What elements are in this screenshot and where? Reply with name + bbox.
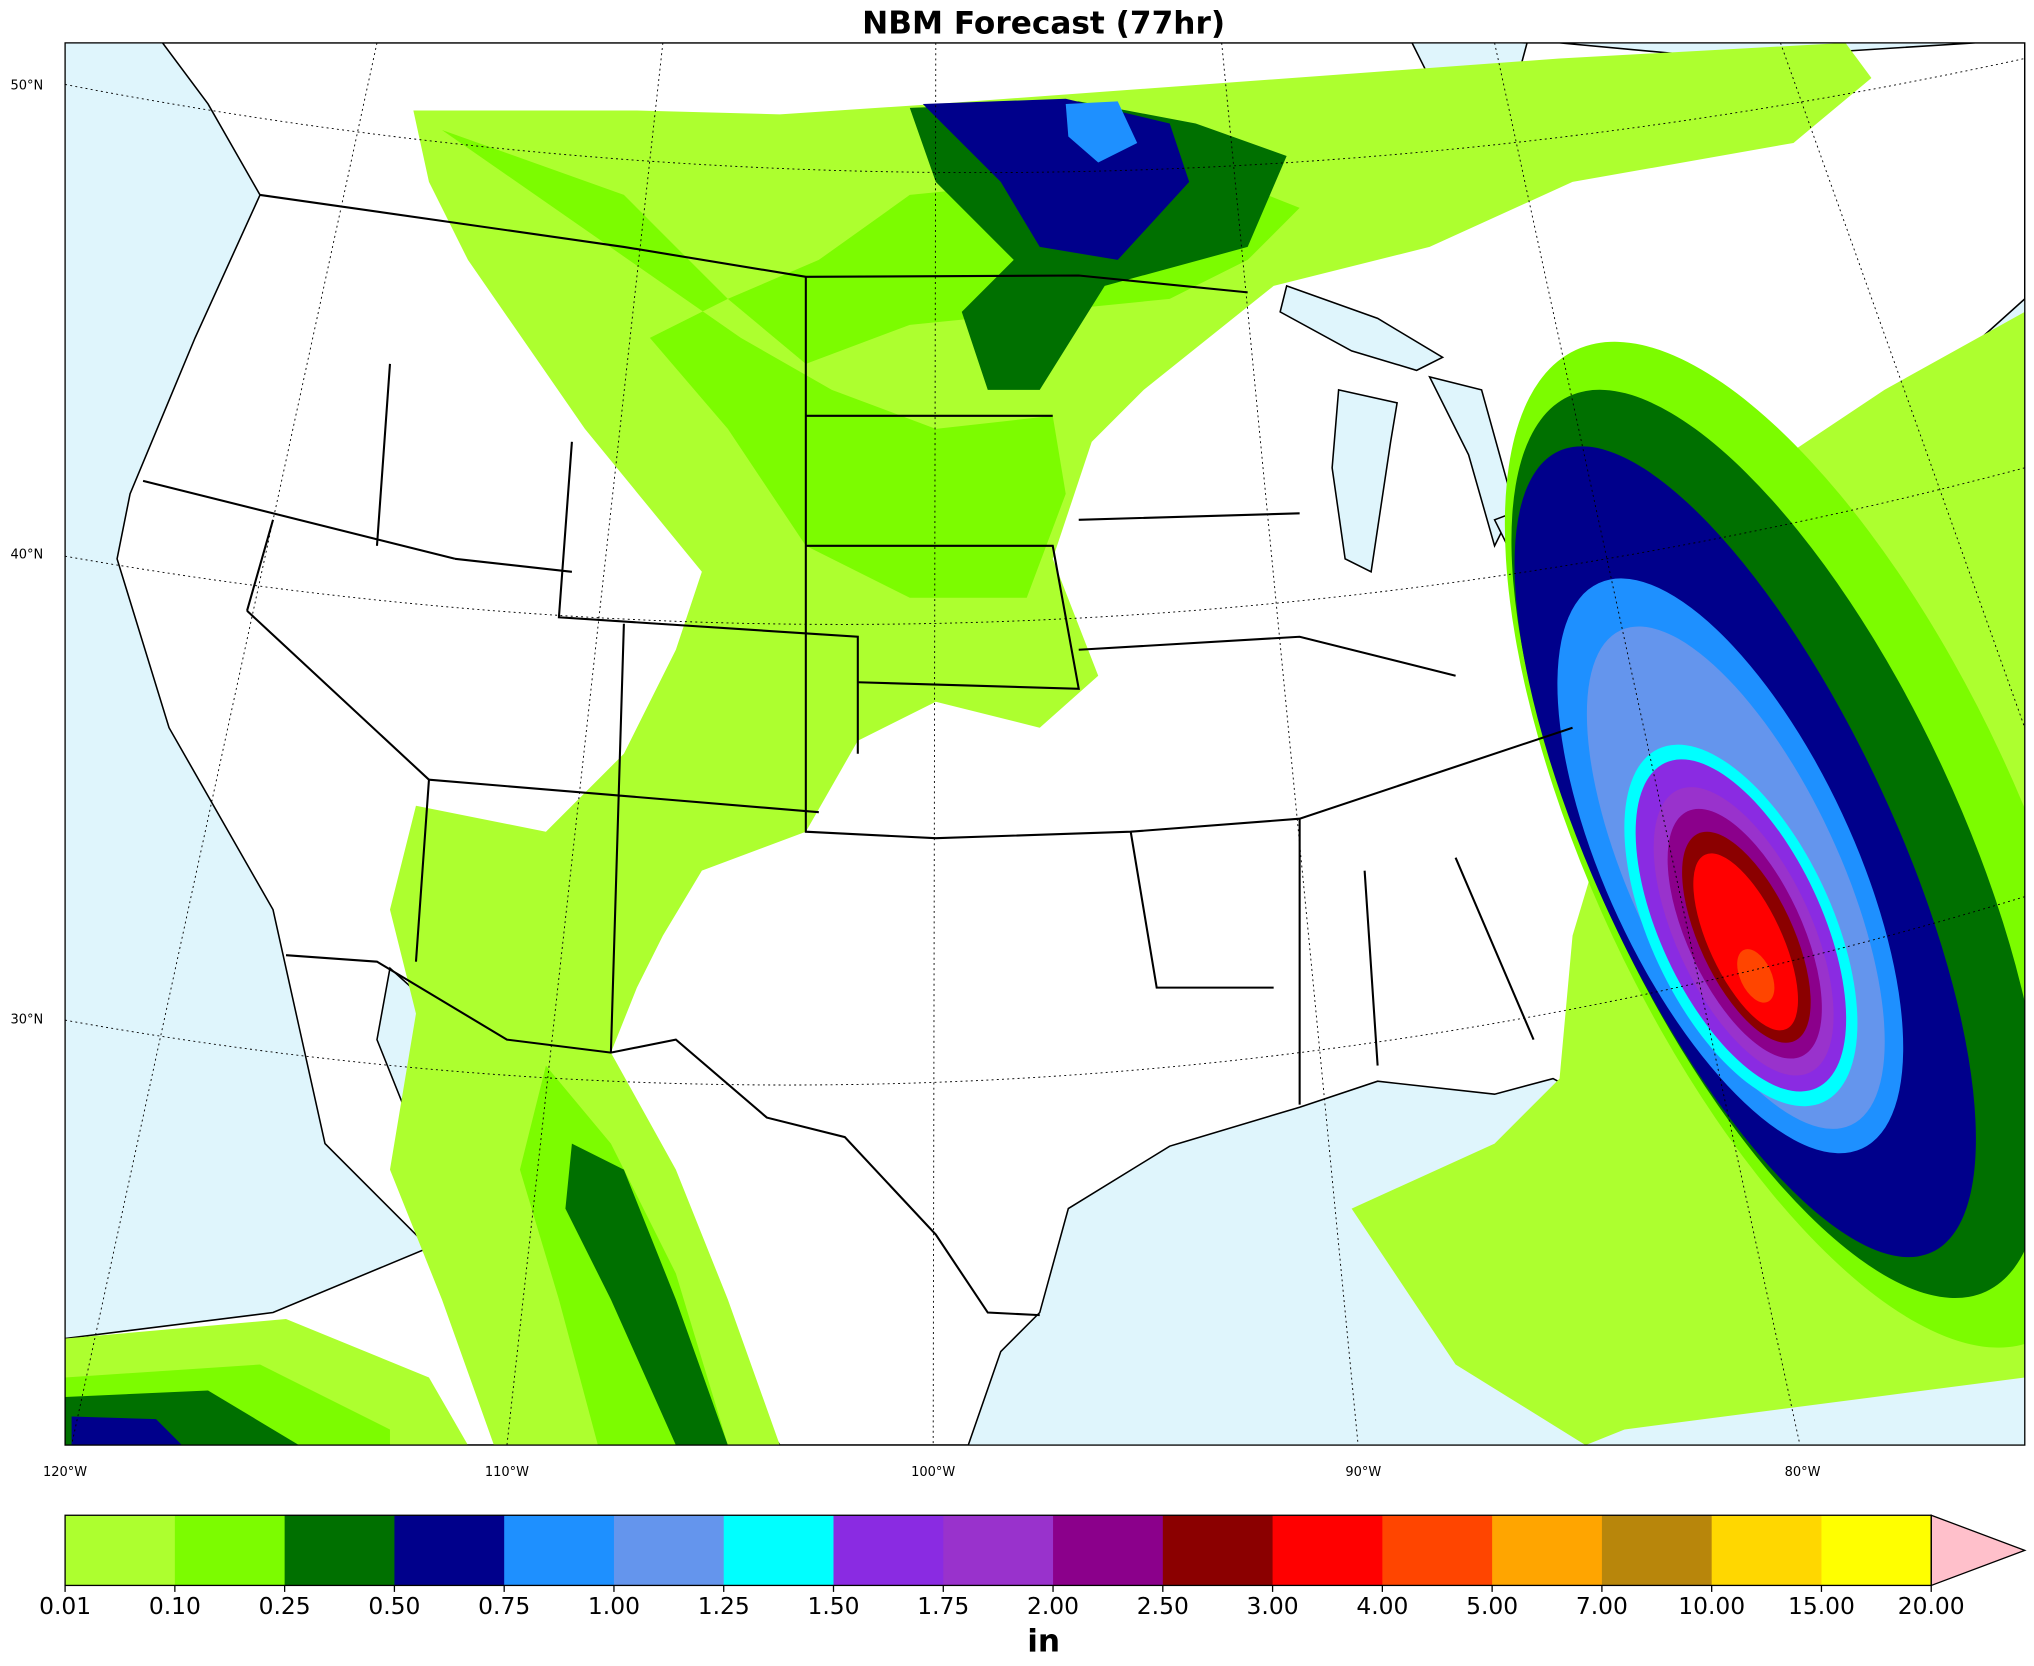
colorbar-tick-label: 2.00 [1027, 1592, 1079, 1620]
colorbar-tick-label: 3.00 [1247, 1592, 1299, 1620]
lon-label: 90°W [1345, 1465, 1381, 1480]
colorbar-tick-label: 20.00 [1898, 1592, 1965, 1620]
colorbar-tick-label: 0.10 [149, 1592, 201, 1620]
colorbar-segment [1821, 1515, 1932, 1586]
colorbar-tick-label: 2.50 [1137, 1592, 1189, 1620]
lat-label: 30°N [11, 1013, 44, 1028]
colorbar-segment [613, 1515, 725, 1586]
colorbar-tick-label: 1.75 [917, 1592, 969, 1620]
lon-label: 100°W [911, 1465, 955, 1480]
map-frame [64, 42, 2026, 1446]
colorbar-extension [1930, 1514, 2027, 1587]
colorbar-segment [174, 1515, 286, 1586]
lat-label: 40°N [11, 547, 44, 562]
colorbar-tick-label: 15.00 [1788, 1592, 1855, 1620]
title: NBM Forecast (77hr) [862, 6, 1225, 42]
colorbar-tick-label: 1.50 [807, 1592, 859, 1620]
colorbar-tick-label: 1.25 [698, 1592, 750, 1620]
lon-label: 120°W [43, 1465, 87, 1480]
colorbar-label: in [1027, 1624, 1060, 1660]
colorbar-segment [504, 1515, 615, 1586]
colorbar-tick-label: 0.25 [259, 1592, 311, 1620]
colorbar-tick-label: 0.50 [368, 1592, 420, 1620]
colorbar-segment [943, 1515, 1054, 1586]
lon-label: 80°W [1785, 1465, 1821, 1480]
colorbar-segment [723, 1515, 835, 1586]
colorbar-segment [1053, 1515, 1164, 1586]
colorbar-tick-label: 10.00 [1678, 1592, 1745, 1620]
borders [142, 193, 1573, 1317]
colorbar-segment [1601, 1515, 1713, 1586]
colorbar-tick-label: 5.00 [1466, 1592, 1518, 1620]
colorbar-segment [1711, 1515, 1823, 1586]
colorbar-segment [65, 1515, 176, 1586]
colorbar-frame [64, 1514, 1932, 1587]
colorbar-tick-label: 7.00 [1576, 1592, 1628, 1620]
graticule [65, 42, 2025, 1446]
map [65, 42, 2025, 1446]
colorbar-segment [394, 1515, 505, 1586]
colorbar-segment [1492, 1515, 1603, 1586]
colorbar-segment [1272, 1515, 1384, 1586]
colorbar-tick-label: 4.00 [1356, 1592, 1408, 1620]
colorbar-tick-label: 1.00 [588, 1592, 640, 1620]
lat-label: 50°N [11, 78, 44, 93]
colorbar-segment [284, 1515, 396, 1586]
colorbar-tick-label: 0.75 [478, 1592, 530, 1620]
colorbar-segment [1162, 1515, 1274, 1586]
colorbar-segment [1382, 1515, 1493, 1586]
lon-label: 110°W [485, 1465, 529, 1480]
colorbar-tick-label: 0.01 [39, 1592, 91, 1620]
colorbar-segment [833, 1515, 944, 1586]
precipitation [65, 42, 2025, 1446]
